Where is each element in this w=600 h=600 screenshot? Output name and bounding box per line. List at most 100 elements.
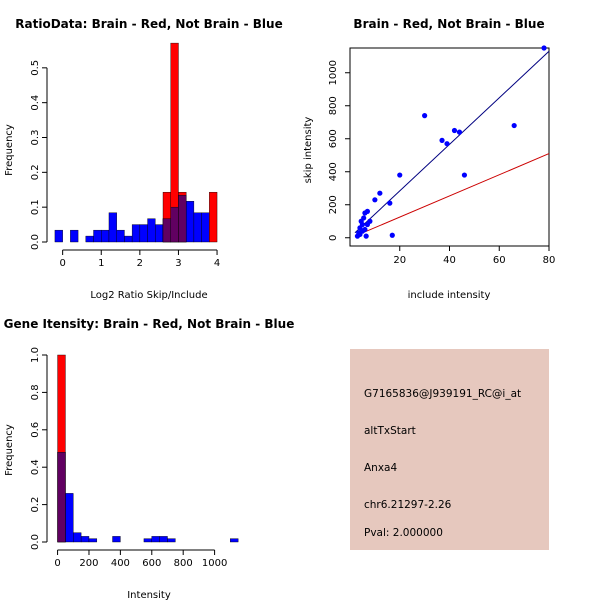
scatter-y-tick-label: 400 [328,162,339,181]
scatter-point [444,141,450,147]
scatter-x-axis-label: include intensity [408,290,491,301]
ratio-overlap-bar [170,206,179,243]
ratio-y-tick-label: 0.3 [30,130,41,146]
gene-intensity-not-brain-bar [159,536,168,543]
gene-intensity-not-brain-bar [151,536,160,543]
ratio-overlap-bar [178,195,187,243]
gene-intensity-x-tick-label: 800 [174,558,193,569]
gene-intensity-y-axis-label: Frequency [4,424,15,476]
gene-intensity-x-tick-label: 600 [142,558,161,569]
scatter-point [372,197,378,203]
gene-intensity-not-brain-bar [230,538,239,543]
ratio-not-brain-bar [54,229,63,243]
gene-intensity-not-brain-bar [73,532,82,543]
gene-intensity-x-tick-label: 1000 [202,558,227,569]
ratio-not-brain-bar [201,212,210,243]
scatter-point [461,172,468,178]
ratio-not-brain-bar [116,229,125,243]
scatter-y-axis-label: skip intensity [303,117,314,184]
gene-intensity-x-axis-label: Intensity [127,590,171,600]
ratio-not-brain-bar [101,229,110,243]
scatter-point [364,208,371,214]
ratio-not-brain-bar [185,201,195,243]
scatter-point [367,218,373,224]
ratio-not-brain-bar [93,229,102,243]
gene-intensity-histogram-panel: Gene Itensity: Brain - Red, Not Brain - … [4,317,295,600]
scatter-point [389,232,395,238]
scatter-y-tick-label: 600 [328,129,339,148]
ratio-not-brain-bar [108,212,117,243]
pval-text: Pval: 2.000000 [364,527,443,539]
scatter-regression-line [354,153,550,237]
gene-name-text: Anxa4 [364,462,397,474]
gene-intensity-y-tick-label: 0.6 [30,422,41,438]
scatter-x-tick-label: 20 [393,255,406,266]
ratio-histogram-panel: RatioData: Brain - Red, Not Brain - Blue… [4,17,283,301]
ratio-not-brain-bar [124,235,133,243]
gene-intensity-y-tick-label: 0.8 [30,384,41,400]
gene-intensity-not-brain-bar [167,538,176,543]
scatter-y-tick-label: 800 [328,96,339,115]
scatter-chart-title: Brain - Red, Not Brain - Blue [353,17,544,31]
ratio-chart-title: RatioData: Brain - Red, Not Brain - Blue [15,17,282,31]
ratio-brain-bar [209,191,218,243]
scatter-point [361,215,367,221]
gene-intensity-not-brain-bar [88,538,98,543]
ratio-y-tick-label: 0.5 [30,60,41,76]
ratio-not-brain-bar [139,224,148,243]
probe-id-text: G7165836@J939191_RC@i_at [364,388,521,400]
scatter-point [387,200,393,206]
ratio-y-axis-label: Frequency [4,124,15,176]
scatter-point [422,113,428,119]
intensity-scatter-panel: Brain - Red, Not Brain - Blue 20 40 60 800 2… [303,17,555,301]
ratio-x-tick-label: 1 [98,258,104,269]
scatter-plot-frame [349,47,550,247]
ratio-not-brain-bar [155,224,164,243]
gene-intensity-x-tick-label: 0 [54,558,60,569]
scatter-point [511,122,517,129]
scatter-point [456,129,463,135]
gene-intensity-chart-title: Gene Itensity: Brain - Red, Not Brain - … [4,317,295,331]
scatter-regression-line [354,50,550,234]
event-type-text: altTxStart [364,425,416,437]
ratio-not-brain-bar [85,235,94,243]
scatter-point [451,127,458,134]
ratio-x-axis-label: Log2 Ratio Skip/Include [90,290,207,301]
ratio-y-tick-label: 0.1 [30,199,41,215]
ratio-not-brain-bar [147,218,156,243]
scatter-x-tick-label: 40 [443,255,456,266]
scatter-point [362,226,368,233]
ratio-x-tick-label: 0 [59,258,65,269]
scatter-y-tick-label: 0 [328,235,339,241]
gene-intensity-y-tick-label: 0.4 [30,459,41,475]
ratio-x-tick-label: 4 [214,258,220,269]
ratio-not-brain-bar [70,229,79,243]
ratio-x-tick-label: 3 [175,258,181,269]
location-text: chr6.21297-2.26 [364,499,452,511]
ratio-x-tick-label: 2 [137,258,143,269]
probe-info-panel: G7165836@J939191_RC@i_at altTxStart Anxa… [350,349,549,550]
ratio-overlap-bar [162,218,171,243]
gene-intensity-not-brain-bar [143,538,152,543]
scatter-point [363,233,369,239]
gene-intensity-x-tick-label: 400 [111,558,130,569]
scatter-point [377,190,383,196]
scatter-point [359,221,366,228]
gene-intensity-y-tick-label: 0.0 [30,534,41,550]
gene-intensity-not-brain-bar [80,536,90,543]
scatter-y-tick-label: 1000 [328,60,339,85]
scatter-point [397,172,403,178]
gene-intensity-overlap-bar [57,452,66,543]
scatter-point [439,137,445,143]
ratio-y-tick-label: 0.2 [30,164,41,180]
ratio-y-tick-label: 0.0 [30,234,41,250]
gene-intensity-y-tick-label: 0.2 [30,497,41,513]
scatter-y-tick-label: 200 [328,195,339,214]
info-panel-background [350,349,549,550]
scatter-point [541,45,547,51]
gene-intensity-y-tick-label: 1.0 [30,347,41,363]
gene-intensity-not-brain-bar [65,493,74,543]
gene-intensity-not-brain-bar [112,536,121,543]
scatter-x-tick-label: 60 [493,255,506,266]
